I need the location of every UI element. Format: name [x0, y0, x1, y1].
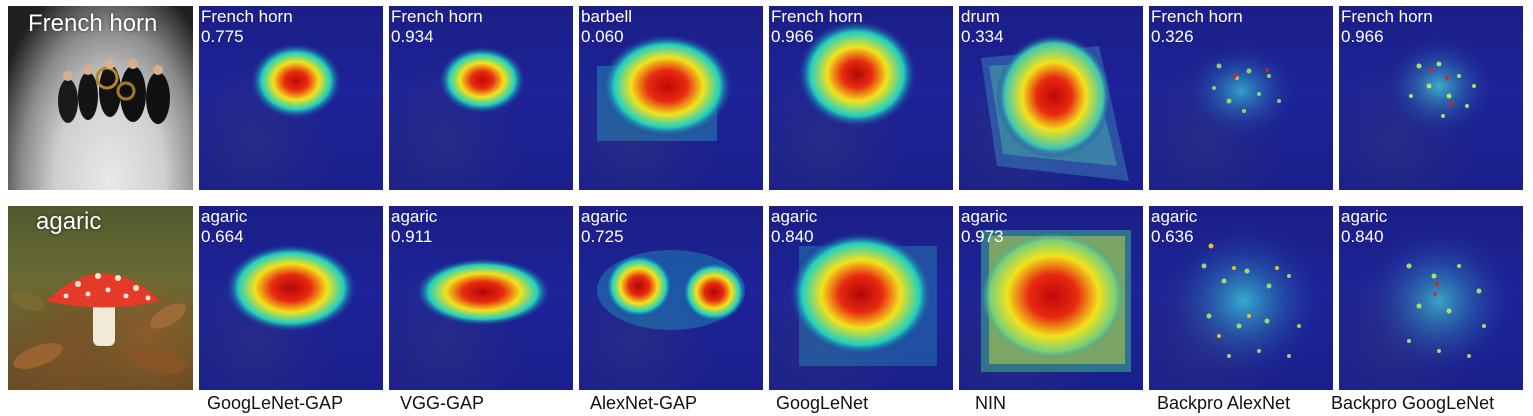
class-label: French horn	[391, 7, 483, 26]
score-label: 0.326	[1151, 27, 1194, 46]
class-label: French horn	[1341, 7, 1433, 26]
class-label: agaric	[391, 207, 438, 226]
heatmap-backpro-alexnet-french-horn: French horn 0.326	[1149, 6, 1333, 190]
class-label: agaric	[771, 207, 818, 226]
heatmap-googlenet-gap-agaric: agaric 0.664	[199, 206, 383, 390]
score-label: 0.636	[1151, 227, 1194, 246]
column-caption-googlenet: GoogLeNet	[776, 393, 869, 413]
class-label: agaric	[1341, 207, 1388, 226]
heatmap-googlenet-agaric: agaric 0.840	[769, 206, 953, 390]
score-label: 0.725	[581, 227, 624, 246]
column-caption-vgg-gap: VGG-GAP	[400, 393, 485, 413]
class-label: agaric	[1151, 207, 1198, 226]
column-caption-alexnet-gap: AlexNet-GAP	[590, 393, 698, 413]
score-label: 0.775	[201, 27, 244, 46]
photo-agaric: agaric	[8, 206, 193, 390]
heatmap-alexnet-gap-agaric: agaric 0.725	[579, 206, 763, 390]
heatmap-backpro-googlenet-agaric: agaric 0.840	[1339, 206, 1523, 390]
heatmap-googlenet-french-horn: French horn 0.966	[769, 6, 953, 190]
score-label: 0.840	[771, 227, 814, 246]
heatmap-googlenet-gap-french-horn: French horn 0.775	[199, 6, 383, 190]
column-caption-nin: NIN	[975, 393, 1006, 413]
score-label: 0.911	[391, 227, 433, 246]
agaric-scene	[10, 273, 186, 374]
heatmap-vgg-gap-agaric: agaric 0.911	[389, 206, 573, 390]
heatmap-backpro-googlenet-french-horn: French horn 0.966	[1339, 6, 1523, 190]
class-label: barbell	[581, 7, 633, 26]
column-caption-googlenet-gap: GoogLeNet-GAP	[207, 393, 344, 413]
heatmap-nin-agaric: agaric 0.973	[959, 206, 1143, 390]
heatmap-vgg-gap-french-horn: French horn 0.934	[389, 6, 573, 190]
class-label: French horn	[771, 7, 863, 26]
class-label: drum	[961, 7, 1000, 26]
heatmap-backpro-alexnet-agaric: agaric 0.636	[1149, 206, 1333, 390]
photo-label: French horn	[28, 10, 158, 37]
column-caption-backpro-googlenet: Backpro GoogLeNet	[1331, 393, 1495, 413]
score-label: 0.973	[961, 227, 1004, 246]
score-label: 0.664	[201, 227, 244, 246]
score-label: 0.966	[771, 27, 814, 46]
score-label: 0.060	[581, 27, 624, 46]
score-label: 0.934	[391, 27, 434, 46]
score-label: 0.840	[1341, 227, 1384, 246]
column-caption-backpro-alexnet: Backpro AlexNet	[1157, 393, 1291, 413]
french-horn-scene	[58, 59, 170, 124]
class-label: agaric	[581, 207, 628, 226]
photo-label: agaric	[36, 208, 102, 235]
score-label: 0.966	[1341, 27, 1384, 46]
class-label: French horn	[1151, 7, 1243, 26]
heatmap-nin-french-horn: drum 0.334	[959, 6, 1143, 190]
score-label: 0.334	[961, 27, 1004, 46]
photo-french-horn: French horn	[8, 6, 193, 190]
class-label: agaric	[201, 207, 248, 226]
heatmap-alexnet-gap-french-horn: barbell 0.060	[579, 6, 763, 190]
class-label: French horn	[201, 7, 293, 26]
class-label: agaric	[961, 207, 1008, 226]
